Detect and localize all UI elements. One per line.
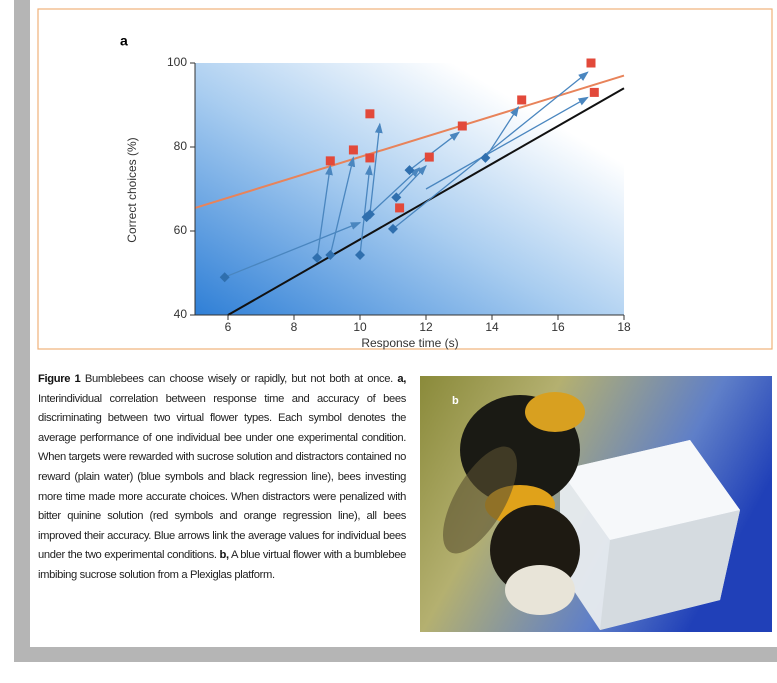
x-axis-title: Response time (s) [361, 336, 458, 350]
point [364, 209, 375, 220]
photo-content [443, 392, 740, 630]
link-arrow [329, 156, 356, 256]
x-tick-label: 18 [617, 320, 631, 334]
regression-line [194, 74, 625, 209]
point [457, 121, 467, 131]
y-axis-title: Correct choices (%) [125, 137, 139, 242]
caption-label: Figure 1 [38, 373, 81, 385]
point [312, 252, 323, 263]
shadow [14, 0, 30, 662]
point [325, 156, 335, 166]
x-tick-label: 6 [225, 320, 232, 334]
y-tick-label: 40 [174, 307, 188, 321]
point [586, 58, 596, 68]
y-tick-label: 100 [167, 55, 187, 69]
point [325, 249, 336, 260]
plot-area [195, 63, 624, 315]
link-arrow [359, 164, 373, 256]
point [388, 223, 398, 234]
link-arrow [395, 164, 427, 198]
point [391, 192, 402, 203]
y-tick-label: 60 [174, 223, 188, 237]
point [348, 145, 358, 155]
panel-label: a [120, 33, 128, 49]
point [589, 87, 599, 97]
photo-label: b [452, 395, 459, 407]
y-tick-label: 80 [174, 139, 188, 153]
link-arrow [392, 71, 589, 230]
x-tick-label: 12 [419, 320, 433, 334]
link-arrow [409, 131, 461, 171]
caption-text: A blue virtual flower with a bumblebee i… [38, 549, 406, 581]
point [424, 152, 434, 162]
point [365, 109, 375, 119]
x-tick-label: 10 [353, 320, 367, 334]
point [404, 165, 415, 176]
caption-panel-ref: b, [219, 549, 229, 562]
link-arrow [224, 221, 362, 278]
caption-text: Interindividual correlation between resp… [38, 392, 406, 562]
caption-text: Bumblebees can choose wisely or rapidly,… [84, 373, 393, 385]
x-tick-label: 8 [291, 320, 298, 334]
link-arrow [425, 96, 589, 190]
shadow [14, 647, 777, 662]
x-tick-label: 14 [485, 320, 499, 334]
caption-panel-ref: a, [397, 373, 406, 385]
point [517, 95, 527, 105]
x-tick-label: 16 [551, 320, 565, 334]
caption: Figure 1 Bumblebees can choose wisely or… [38, 370, 406, 586]
point [395, 203, 405, 213]
point [480, 152, 491, 163]
point [355, 249, 365, 260]
point [365, 153, 375, 163]
point [219, 272, 230, 283]
link-arrow [316, 164, 333, 258]
link-arrow [369, 122, 383, 215]
link-arrow [366, 167, 421, 218]
